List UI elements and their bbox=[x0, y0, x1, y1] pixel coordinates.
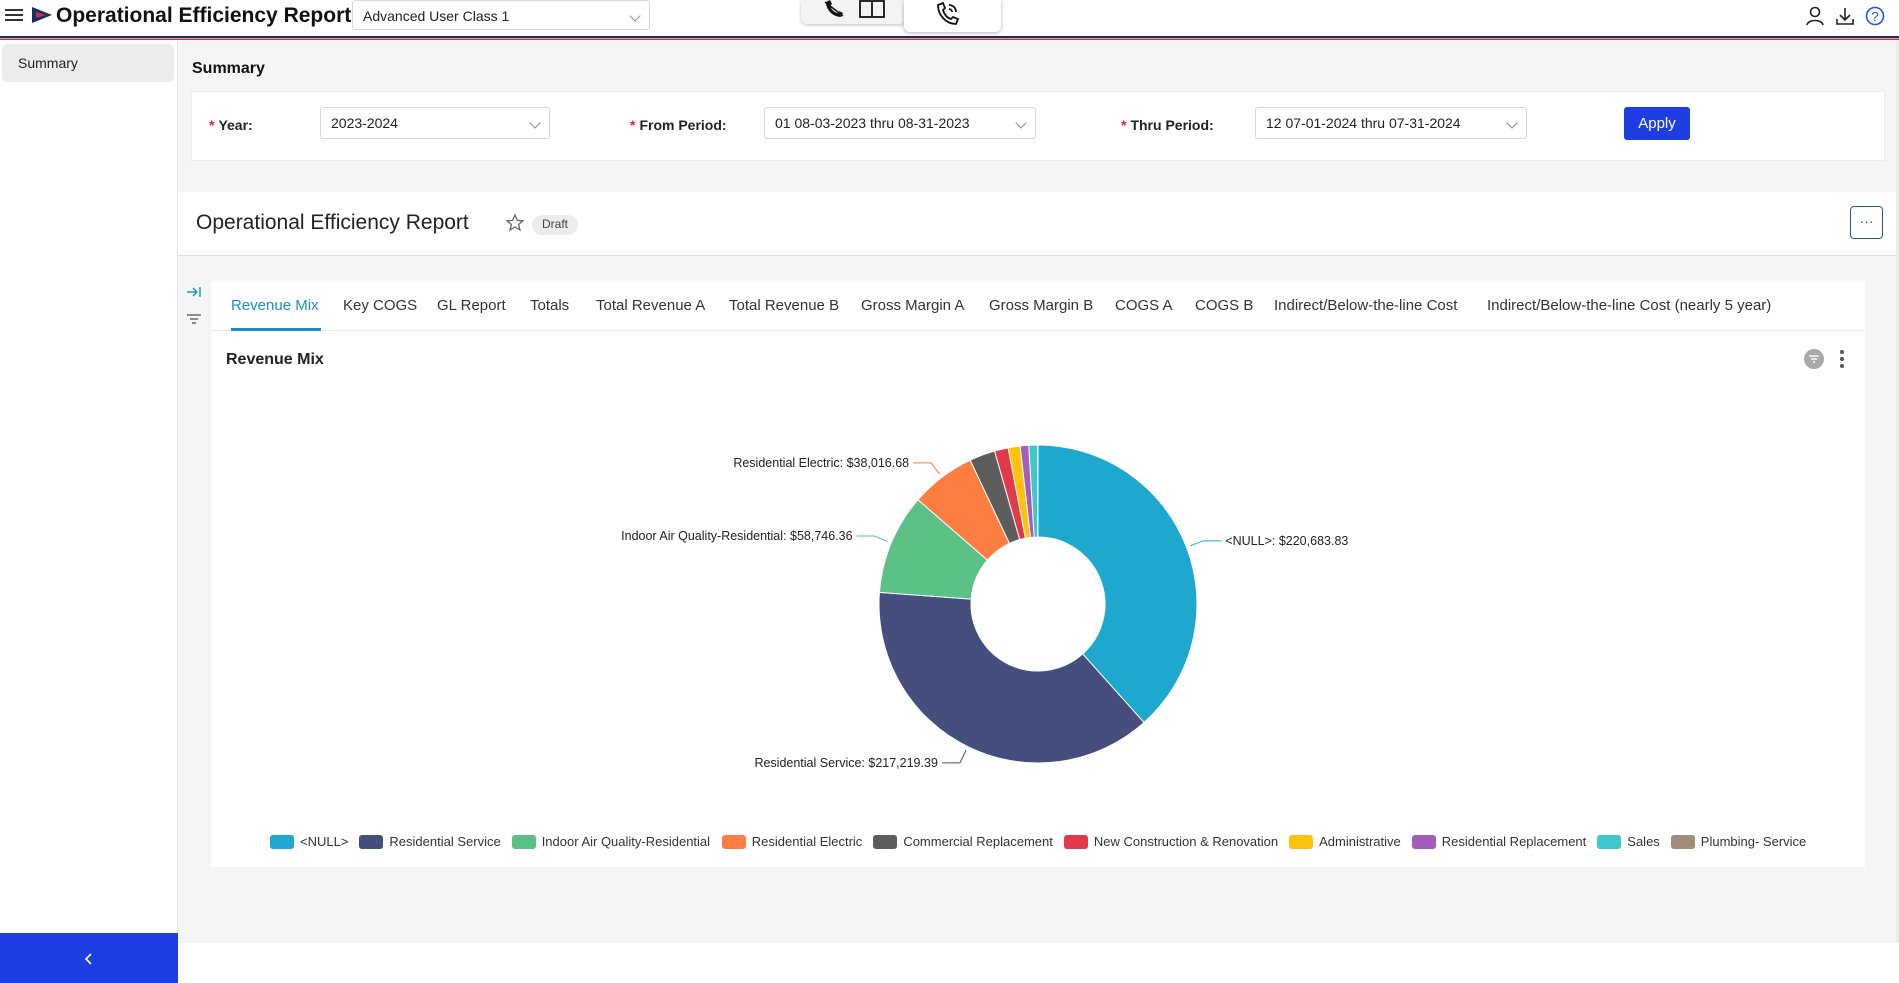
tab-cogs-b[interactable]: COGS B bbox=[1195, 297, 1254, 314]
tab-indirect-cost-5-year[interactable]: Indirect/Below-the-line Cost (nearly 5 y… bbox=[1487, 297, 1772, 314]
data-label: <NULL>: $220,683.83 bbox=[1225, 534, 1348, 548]
report-title: Operational Efficiency Report bbox=[196, 211, 469, 234]
app-title: Operational Efficiency Report bbox=[56, 4, 352, 27]
section-title: Summary bbox=[192, 60, 265, 77]
phone-ringing-icon[interactable] bbox=[934, 2, 960, 26]
legend-label[interactable]: Administrative bbox=[1319, 834, 1401, 849]
vertical-scrollbar[interactable] bbox=[1896, 40, 1899, 943]
legend-swatch[interactable] bbox=[1063, 835, 1088, 849]
chart-title: Revenue Mix bbox=[226, 351, 324, 368]
callout-line bbox=[856, 535, 888, 542]
legend-label[interactable]: Sales bbox=[1627, 834, 1660, 849]
legend-label[interactable]: Indoor Air Quality-Residential bbox=[541, 834, 711, 849]
thru-period-select[interactable]: 12 07-01-2024 thru 07-31-2024 bbox=[1255, 107, 1527, 139]
chart-filter-icon[interactable] bbox=[1803, 348, 1825, 370]
tab-gross-margin-a[interactable]: Gross Margin A bbox=[861, 297, 965, 314]
collapse-sidebar-button[interactable] bbox=[0, 933, 178, 983]
revenue-mix-donut-chart: <NULL>: $220,683.83 Residential Service: … bbox=[621, 444, 1348, 770]
pie-slice-null[interactable] bbox=[1037, 444, 1198, 724]
filter-icon[interactable] bbox=[186, 312, 202, 326]
chart-more-icon[interactable] bbox=[1838, 348, 1846, 370]
chevron-down-icon bbox=[1506, 117, 1518, 129]
legend-label[interactable]: Commercial Replacement bbox=[903, 834, 1053, 849]
sidebar-item-label: Summary bbox=[18, 55, 78, 71]
legend-swatch[interactable] bbox=[359, 835, 384, 849]
hang-up-phone-icon[interactable] bbox=[823, 0, 845, 18]
pie-slice-residential-service[interactable] bbox=[878, 591, 1145, 764]
legend-swatch[interactable] bbox=[1597, 835, 1622, 849]
legend-label[interactable]: Residential Replacement bbox=[1441, 834, 1587, 849]
tab-total-revenue-b[interactable]: Total Revenue B bbox=[729, 297, 840, 314]
tab-revenue-mix[interactable]: Revenue Mix bbox=[231, 297, 319, 314]
help-icon[interactable]: ? bbox=[1865, 6, 1885, 26]
data-label: Residential Service: $217,219.39 bbox=[754, 756, 938, 770]
year-label: * Year: bbox=[209, 117, 253, 133]
download-icon[interactable] bbox=[1835, 6, 1855, 26]
split-view-icon[interactable] bbox=[859, 0, 885, 18]
from-period-select[interactable]: 01 08-03-2023 thru 08-31-2023 bbox=[764, 107, 1036, 139]
sidebar-item-summary[interactable]: Summary bbox=[2, 44, 174, 82]
year-select[interactable]: 2023-2024 bbox=[320, 107, 550, 139]
top-bar-stripe bbox=[0, 36, 1899, 40]
callout-line bbox=[941, 750, 967, 764]
top-actions: ? bbox=[1805, 6, 1885, 26]
main-content: Summary * Year: 2023-2024 * From Period: 0… bbox=[178, 40, 1899, 943]
legend-swatch[interactable] bbox=[1289, 835, 1314, 849]
call-toolbar bbox=[801, 0, 906, 24]
call-status-panel bbox=[904, 0, 1001, 32]
from-period-label: * From Period: bbox=[630, 117, 727, 133]
data-label: Indoor Air Quality-Residential: $58,746.… bbox=[621, 529, 852, 543]
more-options-button[interactable]: ··· bbox=[1850, 206, 1883, 239]
legend-label[interactable]: <NULL> bbox=[300, 834, 349, 849]
chevron-down-icon bbox=[629, 10, 641, 22]
legend-swatch[interactable] bbox=[873, 835, 898, 849]
menu-icon[interactable] bbox=[5, 6, 23, 22]
chart-legend: <NULL> Residential Service Indoor Air Qual… bbox=[0, 831, 1899, 851]
tab-indirect-cost[interactable]: Indirect/Below-the-line Cost bbox=[1274, 297, 1458, 314]
star-icon[interactable] bbox=[505, 213, 525, 233]
data-label: Residential Electric: $38,016.68 bbox=[733, 456, 909, 470]
chevron-left-icon bbox=[84, 953, 92, 965]
status-badge: Draft bbox=[532, 215, 579, 235]
user-class-select[interactable]: Advanced User Class 1 bbox=[352, 0, 650, 30]
filter-panel: * Year: 2023-2024 * From Period: 01 08-03-… bbox=[191, 91, 1885, 161]
tab-gl-report[interactable]: GL Report bbox=[437, 297, 506, 314]
legend-swatch[interactable] bbox=[270, 835, 294, 849]
legend-label[interactable]: Residential Service bbox=[389, 834, 501, 849]
legend-label[interactable]: Residential Electric bbox=[751, 834, 863, 849]
chevron-down-icon bbox=[1015, 117, 1027, 129]
brand-logo-icon bbox=[32, 7, 52, 23]
chevron-down-icon bbox=[529, 117, 541, 129]
from-period-value: 01 08-03-2023 thru 08-31-2023 bbox=[775, 115, 970, 131]
tab-totals[interactable]: Totals bbox=[530, 297, 570, 314]
legend-label[interactable]: New Construction & Renovation bbox=[1093, 834, 1279, 849]
expand-panel-icon[interactable] bbox=[186, 285, 202, 299]
tab-total-revenue-a[interactable]: Total Revenue A bbox=[596, 297, 706, 314]
report-header: Operational Efficiency Report Draft ··· bbox=[178, 192, 1899, 256]
legend-swatch[interactable] bbox=[1411, 835, 1436, 849]
legend-swatch[interactable] bbox=[721, 835, 746, 849]
user-class-value: Advanced User Class 1 bbox=[363, 8, 510, 24]
legend-label[interactable]: Plumbing- Service bbox=[1700, 834, 1807, 849]
tab-cogs-a[interactable]: COGS A bbox=[1115, 297, 1173, 314]
svg-text:?: ? bbox=[1871, 9, 1878, 24]
pie-slice-plumbing-service[interactable] bbox=[1036, 444, 1039, 538]
legend-swatch[interactable] bbox=[1670, 835, 1695, 849]
year-value: 2023-2024 bbox=[331, 115, 398, 131]
thru-period-value: 12 07-01-2024 thru 07-31-2024 bbox=[1266, 115, 1461, 131]
callout-line bbox=[1190, 540, 1222, 547]
sidebar: Summary bbox=[0, 40, 178, 983]
tab-gross-margin-b[interactable]: Gross Margin B bbox=[989, 297, 1094, 314]
apply-button[interactable]: Apply bbox=[1624, 107, 1690, 140]
top-bar: Operational Efficiency Report Advanced U… bbox=[0, 0, 1899, 36]
user-icon[interactable] bbox=[1805, 6, 1825, 26]
callout-line bbox=[913, 462, 940, 475]
active-tab-indicator bbox=[231, 328, 321, 331]
thru-period-label: * Thru Period: bbox=[1121, 117, 1214, 133]
tab-bar: Revenue Mix Key COGS GL Report Totals To… bbox=[211, 281, 1865, 331]
legend-swatch[interactable] bbox=[511, 835, 536, 849]
report-tabs-panel: Revenue Mix Key COGS GL Report Totals To… bbox=[211, 281, 1865, 867]
tab-key-cogs[interactable]: Key COGS bbox=[343, 297, 418, 314]
